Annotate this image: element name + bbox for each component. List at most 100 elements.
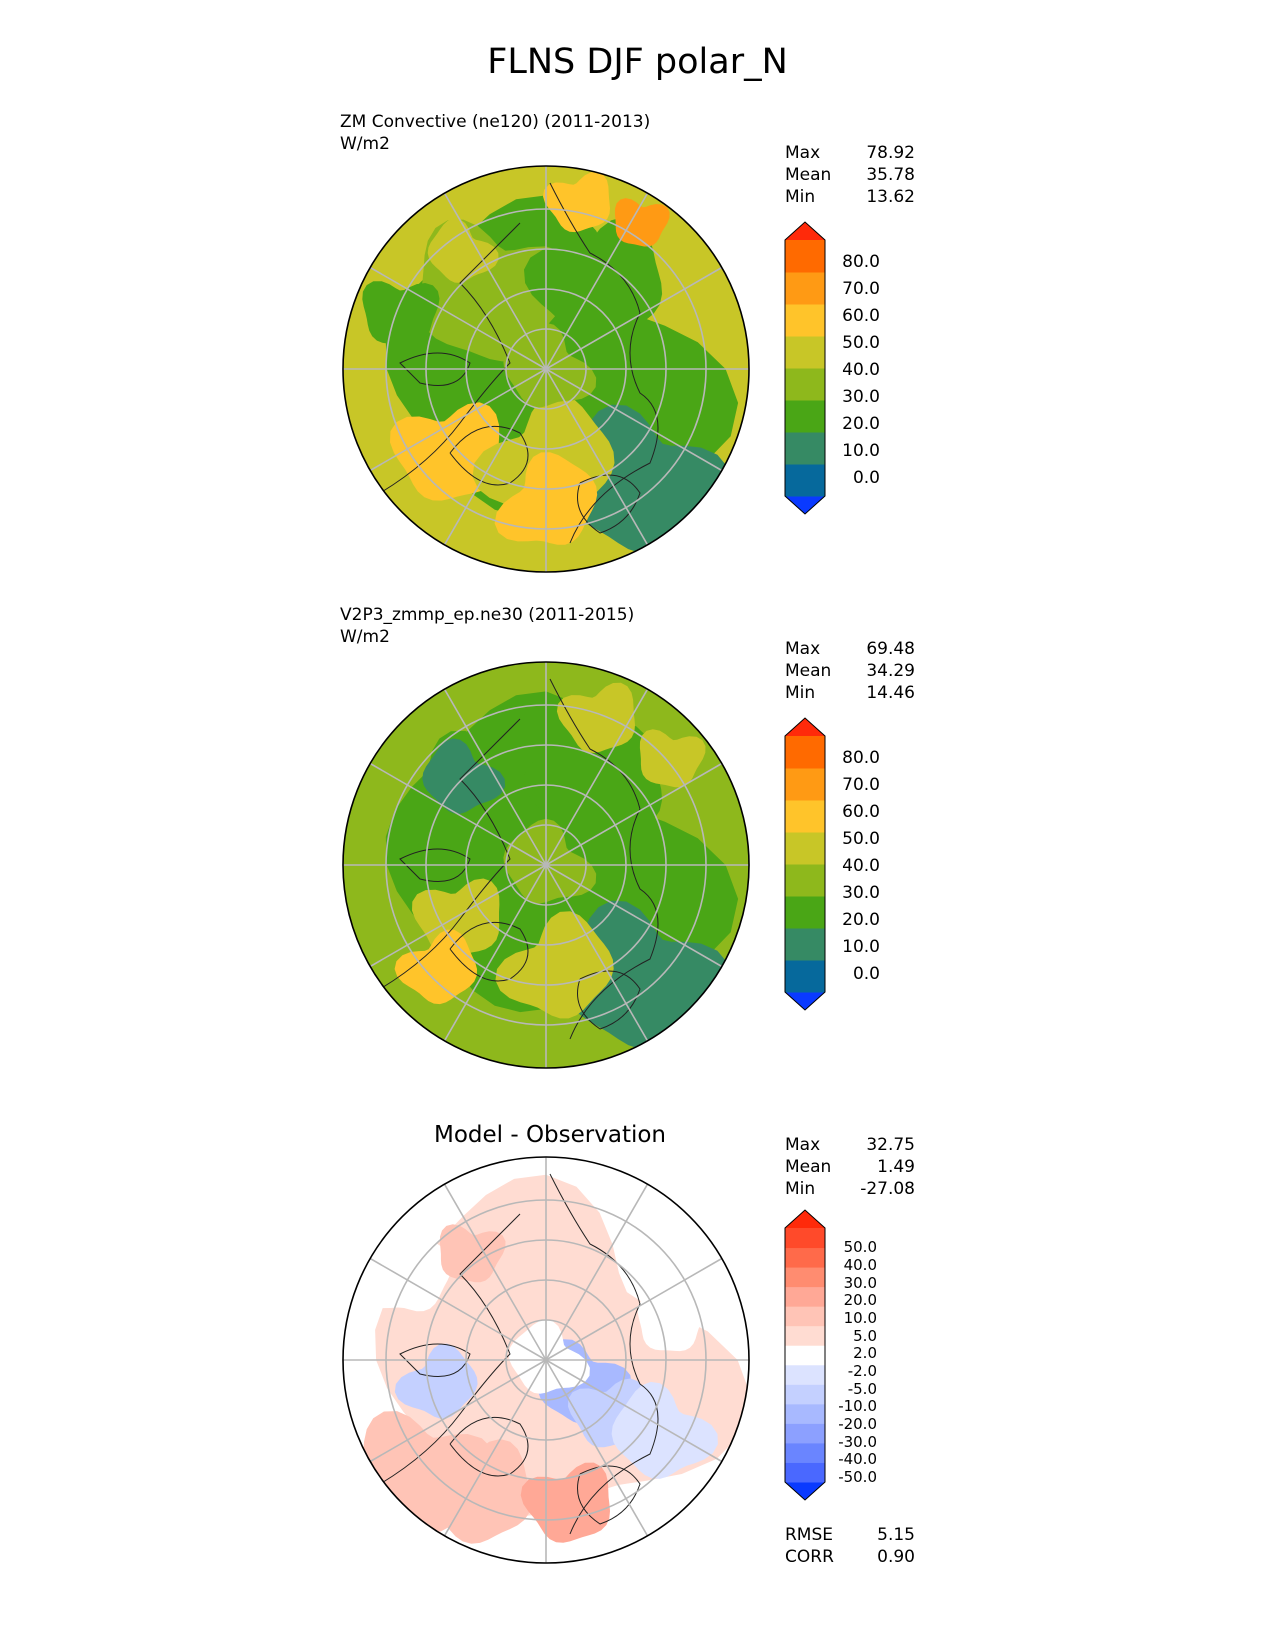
field-contour xyxy=(439,1224,506,1283)
coastline xyxy=(549,182,659,544)
corr-value: 0.90 xyxy=(877,1547,915,1567)
colorbar-2-segment xyxy=(785,896,825,929)
colorbar-3-tick: 40.0 xyxy=(843,1256,877,1274)
colorbar-2 xyxy=(784,717,826,1011)
corr-label: CORR xyxy=(785,1547,834,1567)
colorbar-2-segment xyxy=(785,864,825,897)
mean-label: Mean xyxy=(785,661,832,681)
map-boundary xyxy=(342,1156,750,1564)
coastline xyxy=(399,352,471,386)
colorbar-2-tick: 40.0 xyxy=(842,856,880,876)
field-contour xyxy=(543,171,610,233)
mean-value: 35.78 xyxy=(866,165,915,185)
meridian-line xyxy=(369,864,547,968)
meridian-line xyxy=(545,192,649,370)
colorbar-2-tick: 20.0 xyxy=(842,910,880,930)
max-label: Max xyxy=(785,639,821,659)
colorbar-2-segment xyxy=(785,736,825,769)
panel-2-units: W/m2 xyxy=(340,627,390,647)
field-contour xyxy=(360,1228,452,1312)
colorbar-3-segment xyxy=(785,1325,825,1346)
panel-1-units: W/m2 xyxy=(340,134,390,154)
colorbar-2-max-extension xyxy=(785,718,825,736)
colorbar-1-max-extension xyxy=(785,222,825,240)
coastline xyxy=(577,474,641,534)
min-value: -27.08 xyxy=(860,1179,915,1199)
field-contour xyxy=(503,322,597,408)
field-contour xyxy=(503,818,597,904)
colorbar-3-max-extension xyxy=(785,1210,825,1228)
polar-map-2 xyxy=(342,661,750,1069)
colorbar-3-tick: 50.0 xyxy=(843,1238,877,1256)
field-layer xyxy=(343,662,749,1068)
colorbar-2-tick: 50.0 xyxy=(842,829,880,849)
figure-title: FLNS DJF polar_N xyxy=(487,42,788,82)
colorbar-3-segment xyxy=(785,1345,825,1366)
colorbar-2-outline xyxy=(784,717,826,1011)
colorbar-1-segment xyxy=(785,400,825,433)
map-boundary xyxy=(342,165,750,573)
colorbar-3-segment xyxy=(785,1462,825,1483)
field-contour xyxy=(508,1319,590,1394)
polar-map-1 xyxy=(342,165,750,573)
colorbar-3-tick: 30.0 xyxy=(843,1274,877,1292)
colorbar-3-segment xyxy=(785,1403,825,1424)
colorbar-1-tick: 30.0 xyxy=(842,387,880,407)
colorbar-2-tick: 30.0 xyxy=(842,883,880,903)
colorbar-2-segment xyxy=(785,768,825,801)
colorbar-3-outline xyxy=(784,1209,826,1501)
coastline xyxy=(399,848,471,882)
field-contour xyxy=(556,682,635,753)
meridian-line xyxy=(369,1257,547,1361)
panel-3-title: Model - Observation xyxy=(433,1122,667,1148)
coastline xyxy=(379,718,521,990)
meridian-line xyxy=(545,1359,649,1537)
colorbar-3-segment xyxy=(785,1306,825,1327)
meridian-line xyxy=(545,368,723,472)
mean-value: 1.49 xyxy=(877,1157,915,1177)
coastline xyxy=(549,678,659,1040)
meridian-line xyxy=(443,864,547,1042)
colorbar-1-tick: 70.0 xyxy=(842,279,880,299)
meridian-line xyxy=(545,368,649,546)
colorbar-2-min-extension xyxy=(785,992,825,1010)
meridian-line xyxy=(369,762,547,866)
meridian-line xyxy=(369,368,547,472)
meridian-line xyxy=(443,688,547,866)
min-label: Min xyxy=(785,187,816,207)
field-contour xyxy=(614,198,670,247)
meridian-line xyxy=(545,762,723,866)
colorbar-2-segment xyxy=(785,832,825,865)
polar-map-3 xyxy=(342,1156,750,1564)
colorbar-2-tick: 10.0 xyxy=(842,937,880,957)
colorbar-3-tick: 20.0 xyxy=(843,1291,877,1309)
meridian-line xyxy=(369,266,547,370)
field-contour xyxy=(416,1439,532,1544)
colorbar-3-tick: 5.0 xyxy=(853,1327,877,1345)
meridian-line xyxy=(545,688,649,866)
colorbar-1-tick: 40.0 xyxy=(842,360,880,380)
coastline xyxy=(379,222,521,494)
colorbar-3-tick: -2.0 xyxy=(847,1362,877,1380)
max-label: Max xyxy=(785,1135,821,1155)
colorbar-1-segment xyxy=(785,304,825,337)
colorbar-1 xyxy=(784,221,826,515)
field-contour xyxy=(394,1343,478,1419)
colorbar-2-segment xyxy=(785,800,825,833)
colorbar-3-tick: -20.0 xyxy=(838,1415,877,1433)
field-contour xyxy=(520,1462,610,1543)
colorbar-3-segment xyxy=(785,1364,825,1385)
field-contour xyxy=(495,911,614,1019)
mean-label: Mean xyxy=(785,165,832,185)
colorbar-1-tick: 50.0 xyxy=(842,333,880,353)
colorbar-1-tick: 80.0 xyxy=(842,252,880,272)
max-value: 78.92 xyxy=(866,143,915,163)
meridian-line xyxy=(545,1359,723,1463)
panel-1-title: ZM Convective (ne120) (2011-2013) xyxy=(340,112,651,132)
meridian-line xyxy=(443,368,547,546)
field-contour xyxy=(524,217,663,343)
meridian-line xyxy=(443,1183,547,1361)
max-label: Max xyxy=(785,143,821,163)
colorbar-3-segment xyxy=(785,1228,825,1249)
coastline xyxy=(399,1343,471,1377)
